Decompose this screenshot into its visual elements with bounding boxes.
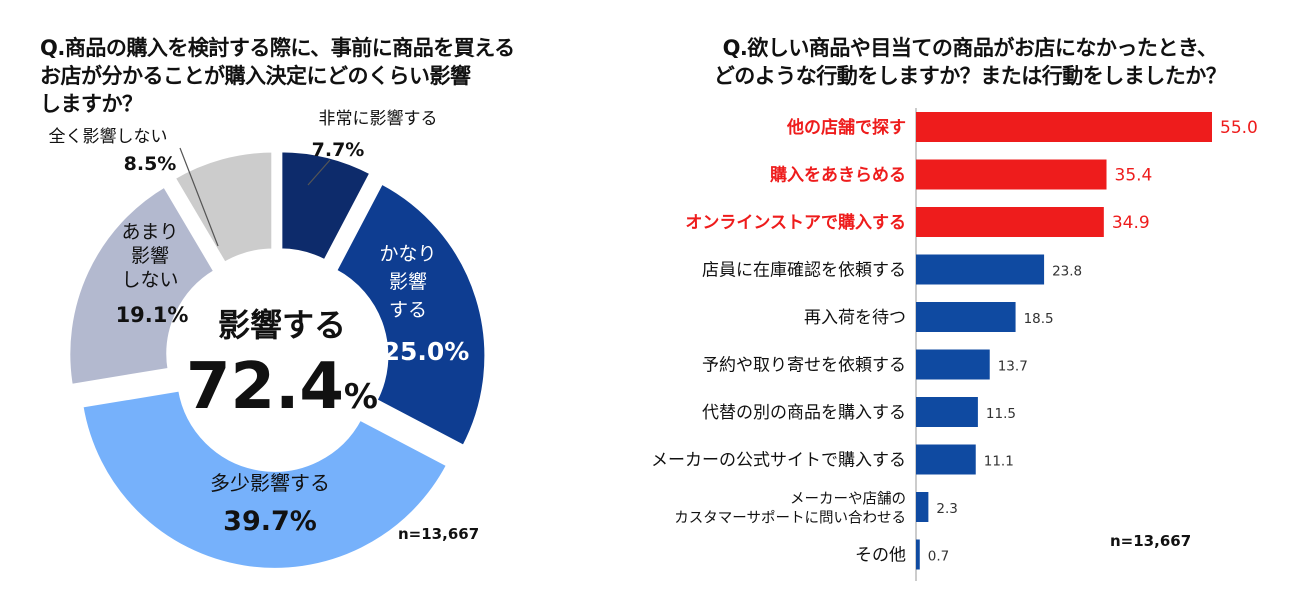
donut-slice: [66, 182, 219, 389]
category-label: 購入をあきらめる: [770, 165, 906, 186]
slice-value: 25.0%: [383, 337, 470, 366]
bar-value: 18.5: [1024, 311, 1054, 327]
donut-title-line: しますか？: [40, 92, 143, 116]
slice-value: 19.1%: [116, 303, 189, 327]
slice-label: かなり: [379, 243, 436, 265]
category-label: カスタマーサポートに問い合わせる: [674, 510, 906, 527]
slice-label: 非常に影響する: [319, 109, 438, 129]
category-label: その他: [855, 546, 906, 566]
donut-title-line: お店が分かることが購入決定にどのくらい影響: [40, 64, 471, 88]
slice-label: 全く影響しない: [49, 127, 168, 147]
bar-value: 35.4: [1115, 166, 1153, 186]
category-label: メーカーや店舗の: [790, 491, 906, 508]
bar-value: 0.7: [928, 549, 949, 565]
category-label: 店員に在庫確認を依頼する: [702, 261, 906, 281]
bar-title-line: どのような行動をしますか？または行動をしましたか？: [713, 64, 1227, 88]
donut-title-line: Q.商品の購入を検討する際に、事前に商品を買える: [40, 36, 515, 60]
donut-chart-title: Q.商品の購入を検討する際に、事前に商品を買える お店が分かることが購入決定にど…: [40, 34, 610, 118]
slice-label: する: [389, 299, 427, 321]
donut-center-unit: %: [344, 377, 378, 417]
donut-center-label: 影響する: [218, 306, 346, 344]
donut-slice: [332, 179, 489, 450]
bar-sample-size: n=13,667: [1110, 532, 1192, 550]
slice-label: 多少影響する: [210, 471, 330, 495]
slice-value: 39.7%: [223, 506, 317, 537]
bar: [916, 444, 976, 475]
donut-sample-size: n=13,667: [398, 525, 480, 543]
bar: [916, 492, 929, 522]
bar: [916, 159, 1107, 190]
bar-value: 23.8: [1052, 264, 1082, 280]
bar-value: 13.7: [998, 359, 1028, 375]
category-label: オンラインストアで購入する: [685, 212, 906, 233]
leader-line: [307, 159, 331, 186]
slice-label: 影響: [389, 271, 427, 293]
donut-slice: [170, 148, 276, 267]
donut-chart: 非常に影響する7.7%かなり影響する25.0%多少影響する39.7%あまり影響し…: [49, 109, 489, 572]
category-label: 再入荷を待つ: [804, 308, 906, 328]
slice-label: あまり: [121, 221, 178, 243]
bar-value: 11.1: [984, 454, 1014, 470]
slice-label: しない: [121, 269, 178, 291]
bar: [916, 397, 978, 427]
bar: [916, 349, 990, 380]
category-label: メーカーの公式サイトで購入する: [651, 451, 906, 471]
bar: [916, 302, 1016, 332]
donut-hole: [183, 266, 371, 454]
bar-value: 11.5: [986, 406, 1016, 422]
slice-label: 影響: [131, 245, 169, 267]
category-label: 他の店舗で探す: [786, 117, 906, 138]
bar: [916, 207, 1104, 237]
bar: [916, 539, 920, 570]
bar: [916, 254, 1045, 285]
bar-chart-title: Q.欲しい商品や目当ての商品がお店になかったとき、 どのような行動をしますか？ま…: [670, 34, 1270, 90]
donut-chart-panel: Q.商品の購入を検討する際に、事前に商品を買える お店が分かることが購入決定にど…: [0, 0, 620, 593]
bar-value: 34.9: [1112, 213, 1150, 233]
donut-center-number: 72.4: [186, 350, 344, 424]
donut-center-value: 72.4%: [186, 350, 378, 424]
donut-slice: [278, 148, 375, 265]
leader-line: [179, 147, 219, 247]
category-label: 代替の別の商品を購入する: [702, 403, 906, 423]
bar-value: 55.0: [1220, 118, 1258, 138]
bar-title-line: Q.欲しい商品や目当ての商品がお店になかったとき、: [722, 36, 1218, 60]
bar: [916, 112, 1212, 142]
slice-value: 8.5%: [124, 153, 177, 175]
slice-value: 7.7%: [312, 139, 365, 161]
bar-value: 2.3: [936, 501, 957, 517]
category-label: 予約や取り寄せを依頼する: [702, 356, 906, 376]
bar-chart-panel: Q.欲しい商品や目当ての商品がお店になかったとき、 どのような行動をしますか？ま…: [610, 0, 1289, 593]
donut-slice: [79, 387, 451, 572]
bar-chart: 他の店舗で探す 55.0 購入をあきらめる 35.4 オンラインストアで購入する 34.9…: [651, 108, 1258, 581]
